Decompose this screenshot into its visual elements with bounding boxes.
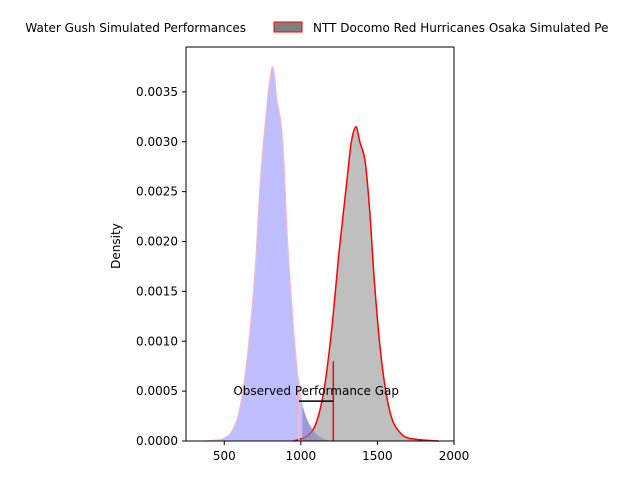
series-layer: [201, 66, 439, 442]
y-tick-label: 0.0000: [136, 434, 178, 448]
overlap-area: [302, 406, 332, 441]
y-tick-label: 0.0015: [136, 284, 178, 298]
y-axis-label: Density: [109, 223, 123, 269]
y-tick-label: 0.0025: [136, 185, 178, 199]
x-tick-label: 500: [213, 449, 236, 463]
y-tick-label: 0.0010: [136, 334, 178, 348]
x-tick-label: 2000: [439, 449, 470, 463]
legend-entry-1: Water Gush Simulated Performances: [25, 21, 246, 35]
x-tick-label: 1500: [362, 449, 393, 463]
legend-swatch: [273, 21, 303, 33]
plot-frame: [185, 46, 455, 442]
y-tick-label: 0.0030: [136, 135, 178, 149]
gap-annotation: Observed Performance Gap: [233, 384, 399, 398]
y-tick-label: 0.0020: [136, 235, 178, 249]
plot-area: [185, 46, 455, 442]
y-tick-label: 0.0035: [136, 85, 178, 99]
series-2-area: [293, 126, 439, 442]
legend-entry-2: NTT Docomo Red Hurricanes Osaka Simulate…: [273, 21, 608, 35]
y-axis: 0.0000 0.0005 0.0010 0.0015 0.0020 0.0025 0.00…: [136, 85, 186, 448]
legend-label: NTT Docomo Red Hurricanes Osaka Simulate…: [313, 21, 608, 35]
series-1-line: [201, 66, 332, 442]
legend-label: Water Gush Simulated Performances: [25, 21, 246, 35]
series-1-area: [201, 66, 332, 442]
series-2-line: [293, 126, 439, 442]
legend: Water Gush Simulated Performances NTT Doc…: [25, 21, 608, 35]
x-axis: 500 1000 1500 2000: [213, 441, 469, 463]
marker-layer: [298, 361, 335, 441]
x-tick-label: 1000: [286, 449, 317, 463]
y-tick-label: 0.0005: [136, 384, 178, 398]
